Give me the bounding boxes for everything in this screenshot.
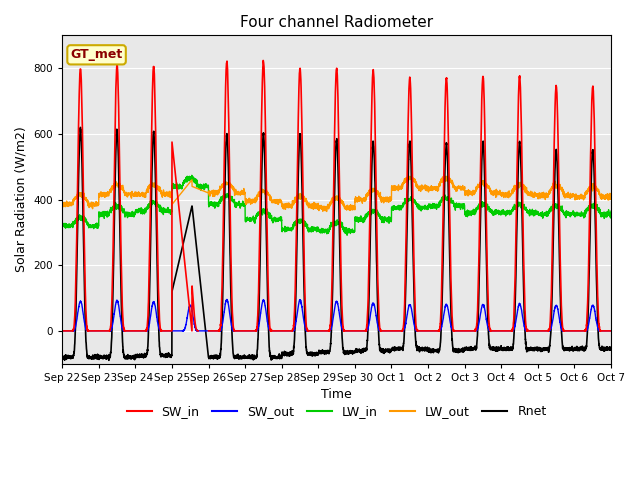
LW_out [429,186,437,192]
LW_out [460,185,468,191]
Line: LW_out: LW_out [62,176,611,212]
SW_out [607,328,614,334]
LW_out [323,209,330,215]
Rnet [491,346,499,352]
Rnet [77,124,84,130]
SW_in [607,328,614,334]
LW_in [157,207,164,213]
Line: SW_in: SW_in [62,60,611,331]
LW_in [343,232,351,238]
Rnet [607,346,615,352]
LW_out [58,201,66,207]
SW_in [460,328,467,334]
Title: Four channel Radiometer: Four channel Radiometer [240,15,433,30]
LW_in [58,222,66,228]
Rnet [429,350,437,356]
LW_in [607,215,614,221]
SW_out [316,328,324,334]
Line: SW_out: SW_out [62,300,611,331]
SW_out [491,328,499,334]
LW_in [188,172,196,178]
Line: LW_in: LW_in [62,175,611,235]
Legend: SW_in, SW_out, LW_in, LW_out, Rnet: SW_in, SW_out, LW_in, LW_out, Rnet [122,400,552,423]
SW_out [223,297,231,302]
LW_out [607,192,614,198]
SW_in [429,328,437,334]
LW_out [157,188,164,194]
Rnet [58,355,66,360]
LW_in [429,204,437,210]
LW_out [607,193,615,199]
Line: Rnet: Rnet [62,127,611,360]
SW_in [58,328,66,334]
SW_out [607,328,615,334]
LW_in [491,208,499,214]
Rnet [105,358,113,363]
Y-axis label: Solar Radiation (W/m2): Solar Radiation (W/m2) [15,127,28,273]
X-axis label: Time: Time [321,388,352,401]
SW_in [607,328,615,334]
Text: GT_met: GT_met [70,48,123,61]
SW_out [460,328,467,334]
SW_out [58,328,66,334]
SW_in [491,328,499,334]
SW_out [429,328,437,334]
Rnet [460,349,468,355]
LW_out [408,173,415,179]
LW_in [460,204,468,210]
LW_out [491,192,499,198]
Rnet [316,348,324,354]
LW_out [316,204,324,210]
SW_out [157,328,164,334]
SW_in [316,328,324,334]
LW_in [316,228,324,233]
Rnet [157,353,165,359]
Rnet [607,347,614,353]
LW_in [607,208,615,214]
SW_in [157,327,164,333]
